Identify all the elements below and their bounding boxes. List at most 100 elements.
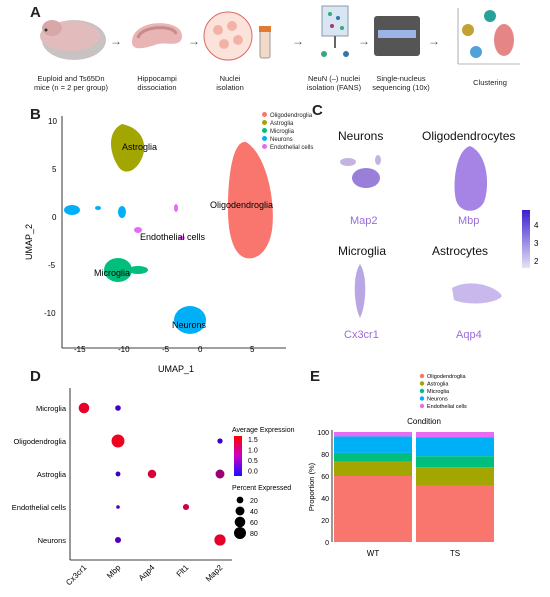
step-arrow-2: → <box>188 34 200 48</box>
y-tick-3: -5 <box>48 261 56 270</box>
panel-e-letter: E <box>310 368 321 385</box>
cluster-label-astroglia: Astroglia <box>122 142 157 152</box>
dotplot-point <box>115 471 121 477</box>
bar-legend-swatch <box>419 373 425 379</box>
y-tick-2: 0 <box>52 213 57 222</box>
expression-color-scale <box>522 210 530 268</box>
bar-segment <box>416 485 494 542</box>
bar-segment <box>416 456 494 468</box>
panel-c-letter: C <box>312 102 323 119</box>
dotplot-color-legend-title: Average Expression <box>232 427 295 434</box>
feature-title-astrocytes: Astrocytes <box>432 244 488 258</box>
feature-plot-mbp <box>454 146 488 211</box>
step-label-nuclei: Nuclei isolation <box>216 74 244 92</box>
scale-tick-3: 3 <box>534 239 539 248</box>
dotplot-point <box>115 405 121 411</box>
scale-tick-2: 2 <box>534 257 539 266</box>
umap-legend: Oligodendroglia Astroglia Microglia Neur… <box>262 112 313 152</box>
feature-plot-cx3cr1 <box>354 264 366 318</box>
bar-legend-swatch <box>419 403 425 409</box>
bar-y-label: Proportion (%) <box>307 462 316 511</box>
dotplot-row-label: Microglia <box>36 404 67 413</box>
umap-plot: -15 -10 -5 0 5 10 5 0 -5 -10 UMAP_1 UMAP… <box>14 110 314 385</box>
legend-swatch-astroglia <box>262 120 267 125</box>
bar-category-label: TS <box>450 549 460 558</box>
umap-legend-item: Endothelial cells <box>262 144 313 152</box>
bar-y-tick: 0 <box>325 540 329 547</box>
dotplot-col-label: Mbp <box>105 563 123 581</box>
dotplot-point <box>215 469 225 479</box>
bar-y-tick: 100 <box>317 430 329 437</box>
bar-title: Condition <box>407 417 441 426</box>
umap-legend-item: Astroglia <box>262 120 313 128</box>
feature-title-microglia: Microglia <box>338 244 386 258</box>
bar-segment <box>416 437 494 457</box>
umap-x-label: UMAP_1 <box>158 364 194 374</box>
panel-a-letter: A <box>30 4 41 21</box>
umap-y-label: UMAP_2 <box>24 224 34 260</box>
step-label-clustering: Clustering <box>473 78 507 87</box>
dotplot-col-label: Flt1 <box>175 563 191 579</box>
oligodendroglia-cluster <box>228 141 273 259</box>
dotplot-point <box>111 434 125 448</box>
feature-plot-map2 <box>340 155 381 188</box>
umap-legend-item: Microglia <box>262 128 313 136</box>
x-tick-3: 0 <box>198 345 203 354</box>
bar-legend-label: Endothelial cells <box>427 404 467 410</box>
bar-segment <box>334 432 412 437</box>
step-arrow-3: → <box>292 34 304 48</box>
y-tick-1: 5 <box>52 165 57 174</box>
step-label-fans: NeuN (–) nuclei isolation (FANS) <box>306 74 362 92</box>
nuclei-illustration <box>202 8 282 71</box>
cluster-label-microglia: Microglia <box>94 268 130 278</box>
dotplot-color-scale <box>234 436 242 476</box>
feature-plot-aqp4 <box>452 283 502 304</box>
gene-label-map2: Map2 <box>350 215 378 227</box>
panel-d-letter: D <box>30 368 41 385</box>
bar-segment <box>334 452 412 462</box>
gene-label-mbp: Mbp <box>458 215 479 227</box>
x-tick-2: -5 <box>162 345 170 354</box>
bar-y-tick: 80 <box>321 452 329 459</box>
cluster-label-neurons: Neurons <box>172 320 207 330</box>
dotplot-point <box>78 402 90 414</box>
step-arrow-4: → <box>358 34 370 48</box>
x-tick-4: 5 <box>250 345 255 354</box>
bar-segment <box>416 467 494 486</box>
bar-legend-label: Neurons <box>427 397 448 403</box>
dotplot-point <box>147 469 157 479</box>
mouse-illustration <box>30 10 110 67</box>
dotplot-row-label: Oligodendroglia <box>13 437 66 446</box>
step-arrow-5: → <box>428 34 440 48</box>
scale-tick-4: 4 <box>534 221 539 230</box>
endothelial-cluster <box>134 204 185 240</box>
x-tick-1: -10 <box>118 345 130 354</box>
microglia-cluster <box>104 258 148 282</box>
dot-plot: Microglia Oligodendroglia Astroglia Endothe… <box>0 380 300 597</box>
dotplot-size-dot <box>235 506 245 516</box>
fans-illustration <box>314 4 358 67</box>
neurons-cluster <box>64 205 206 334</box>
dotplot-size-tick: 40 <box>250 509 258 516</box>
bar-legend-label: Astroglia <box>427 382 449 388</box>
dotplot-size-tick: 20 <box>250 498 258 505</box>
gene-label-cx3cr1: Cx3cr1 <box>344 329 379 341</box>
bar-y-tick: 20 <box>321 518 329 525</box>
cluster-label-oligodendroglia: Oligodendroglia <box>210 200 273 210</box>
step-label-sequencing: Single-nucleus sequencing (10x) <box>372 74 430 92</box>
dotplot-row-label: Endothelial cells <box>12 503 66 512</box>
bar-category-label: WT <box>367 549 380 558</box>
bar-segment <box>416 432 494 438</box>
panel-b-letter: B <box>30 106 41 123</box>
dotplot-size-tick: 60 <box>250 520 258 527</box>
dotplot-color-tick: 0.5 <box>248 458 258 465</box>
step-label-mice: Euploid and Ts65Dn mice (n = 2 per group… <box>34 74 108 92</box>
gene-label-aqp4: Aqp4 <box>456 329 482 341</box>
cluster-label-endothelial: Endothelial cells <box>140 232 206 242</box>
stacked-bar-chart: Condition Proportion (%) 100 80 60 40 20 0 WT TS O… <box>296 368 546 583</box>
bar-y-tick: 40 <box>321 496 329 503</box>
sequencer-illustration <box>372 14 422 63</box>
x-tick-0: -15 <box>74 345 86 354</box>
bar-legend-label: Microglia <box>427 389 450 395</box>
hippocampus-illustration <box>126 12 188 59</box>
